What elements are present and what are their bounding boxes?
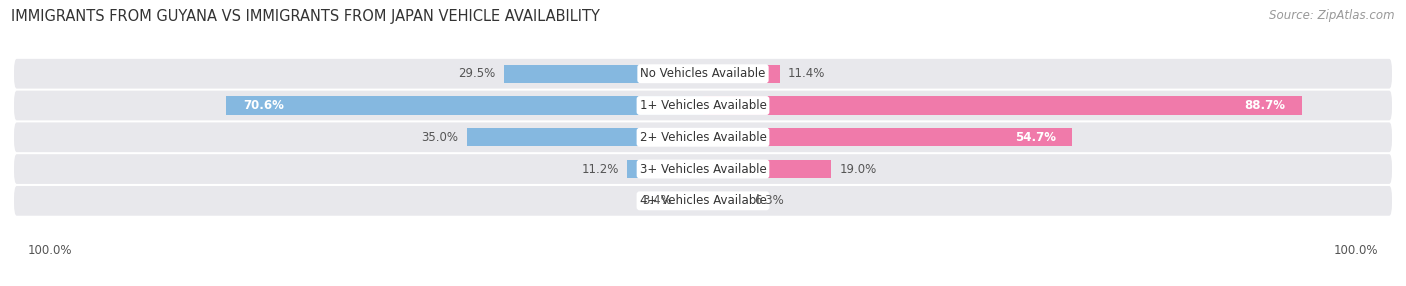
Text: 4+ Vehicles Available: 4+ Vehicles Available [640, 194, 766, 207]
Text: 100.0%: 100.0% [28, 244, 72, 257]
FancyBboxPatch shape [14, 186, 1392, 216]
Text: 2+ Vehicles Available: 2+ Vehicles Available [640, 131, 766, 144]
Text: 70.6%: 70.6% [243, 99, 284, 112]
Text: IMMIGRANTS FROM GUYANA VS IMMIGRANTS FROM JAPAN VEHICLE AVAILABILITY: IMMIGRANTS FROM GUYANA VS IMMIGRANTS FRO… [11, 9, 600, 23]
Text: 35.0%: 35.0% [422, 131, 458, 144]
Text: 11.2%: 11.2% [582, 162, 619, 176]
FancyBboxPatch shape [14, 122, 1392, 152]
Bar [627, 160, 703, 178]
FancyBboxPatch shape [14, 59, 1392, 89]
Text: 3+ Vehicles Available: 3+ Vehicles Available [640, 162, 766, 176]
Bar [703, 160, 831, 178]
Text: No Vehicles Available: No Vehicles Available [640, 67, 766, 80]
Text: 6.3%: 6.3% [754, 194, 783, 207]
Text: 19.0%: 19.0% [839, 162, 877, 176]
Text: 88.7%: 88.7% [1244, 99, 1285, 112]
Bar [703, 96, 1302, 115]
Bar [703, 128, 1073, 146]
Bar [467, 128, 703, 146]
Text: Source: ZipAtlas.com: Source: ZipAtlas.com [1270, 9, 1395, 21]
FancyBboxPatch shape [14, 91, 1392, 120]
FancyBboxPatch shape [14, 154, 1392, 184]
Bar [703, 65, 780, 83]
Bar [226, 96, 703, 115]
Bar [681, 192, 703, 210]
Text: 11.4%: 11.4% [789, 67, 825, 80]
Text: 100.0%: 100.0% [1334, 244, 1378, 257]
Text: 3.4%: 3.4% [643, 194, 672, 207]
Text: 54.7%: 54.7% [1015, 131, 1056, 144]
Legend: Immigrants from Guyana, Immigrants from Japan: Immigrants from Guyana, Immigrants from … [523, 283, 883, 286]
Text: 1+ Vehicles Available: 1+ Vehicles Available [640, 99, 766, 112]
Bar [503, 65, 703, 83]
Bar [703, 192, 745, 210]
Text: 29.5%: 29.5% [458, 67, 496, 80]
